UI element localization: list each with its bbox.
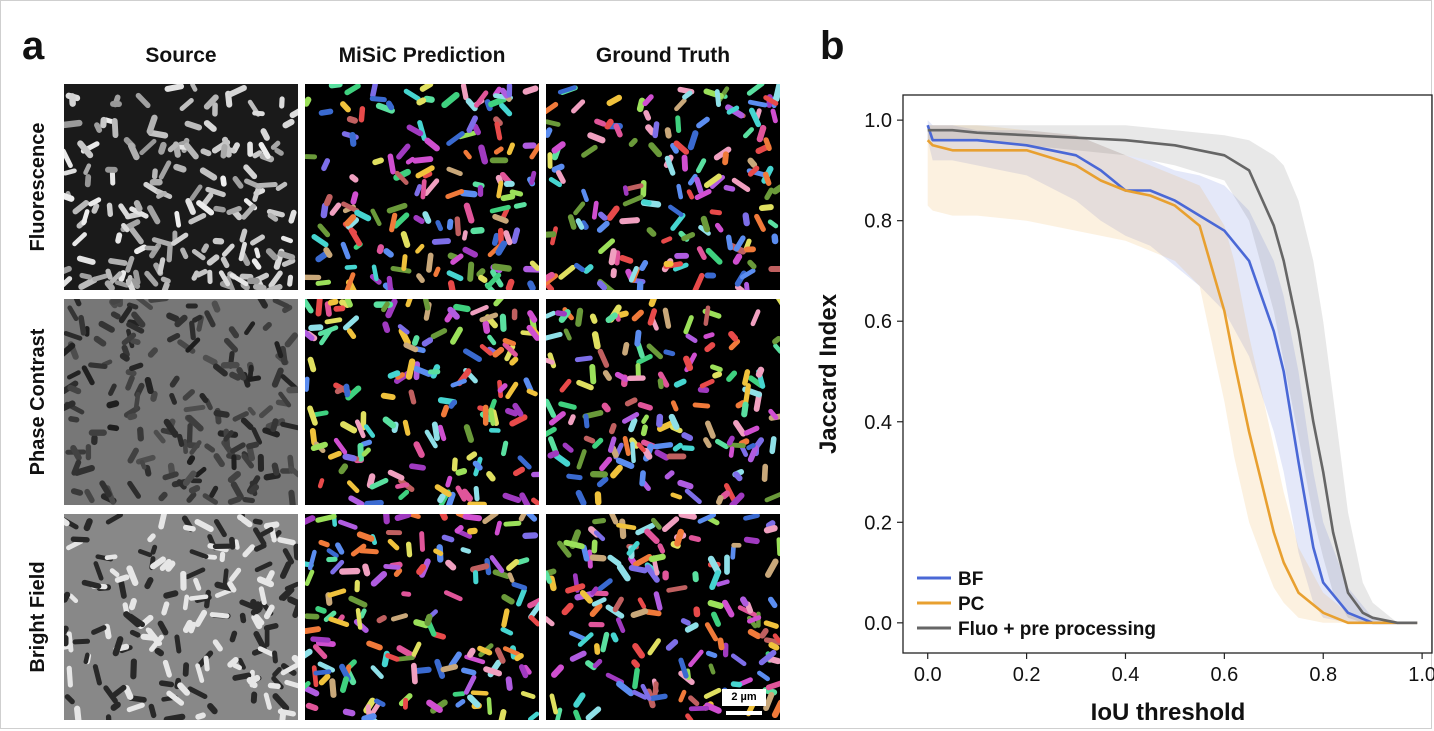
y-tick-label: 0.2 (864, 512, 892, 534)
x-tick-label: 0.6 (1210, 664, 1238, 686)
legend: BF PC Fluo + pre processing (917, 569, 1156, 640)
column-title-source: Source (145, 44, 217, 67)
source-fluorescence-image (64, 84, 298, 290)
legend-label-fluo-pre-processing: Fluo + pre processing (958, 619, 1156, 640)
y-tick-label: 0.8 (864, 211, 892, 233)
band-fluo-pre-processing (927, 125, 1418, 623)
x-axis-label: IoU threshold (1091, 699, 1246, 726)
confidence-bands (927, 120, 1418, 623)
ground-truth-bright-field-image (546, 514, 780, 720)
series-line-fluo-pre-processing (927, 128, 1418, 625)
legend-label-bf: BF (958, 569, 983, 590)
y-tick-label: 0.0 (864, 613, 892, 635)
y-tick-label: 0.6 (864, 311, 892, 333)
misic-prediction-bright-field-image (305, 514, 539, 720)
panel-b-letter: b (820, 24, 845, 68)
column-title-ground-truth: Ground Truth (595, 44, 731, 67)
x-tick-label: 0.2 (1013, 664, 1041, 686)
y-tick-label: 1.0 (864, 110, 892, 132)
series-lines (926, 124, 1418, 625)
band-pc (927, 125, 1418, 623)
x-tick-label: 0.0 (914, 664, 942, 686)
misic-prediction-phase-contrast-image (305, 299, 539, 505)
band-bf (927, 120, 1418, 623)
y-axis-ticks: 0.0 0.2 0.4 0.6 0.8 1.0 (864, 110, 903, 635)
scale-bar (726, 711, 762, 715)
ground-truth-fluorescence-image (546, 84, 780, 290)
panel-a-letter: a (22, 24, 45, 68)
x-tick-label: 0.8 (1309, 664, 1337, 686)
y-tick-label: 0.4 (864, 412, 892, 434)
source-phase-contrast-image (64, 299, 298, 505)
ground-truth-phase-contrast-image (546, 299, 780, 505)
x-tick-label: 1.0 (1408, 664, 1434, 686)
y-axis-label: Jaccard Index (815, 293, 842, 454)
column-title-misic-prediction: MiSiC Prediction (338, 44, 506, 67)
scale-bar-label: 2 µm (722, 689, 766, 706)
source-bright-field-image (64, 514, 298, 720)
x-axis-ticks: 0.0 0.2 0.4 0.6 0.8 1.0 (914, 653, 1434, 686)
series-line-bf (926, 124, 1418, 625)
series-line-pc (926, 139, 1418, 625)
x-tick-label: 0.4 (1112, 664, 1140, 686)
misic-prediction-fluorescence-image (305, 84, 539, 290)
legend-label-pc: PC (958, 594, 985, 615)
plot-frame (902, 94, 1433, 654)
